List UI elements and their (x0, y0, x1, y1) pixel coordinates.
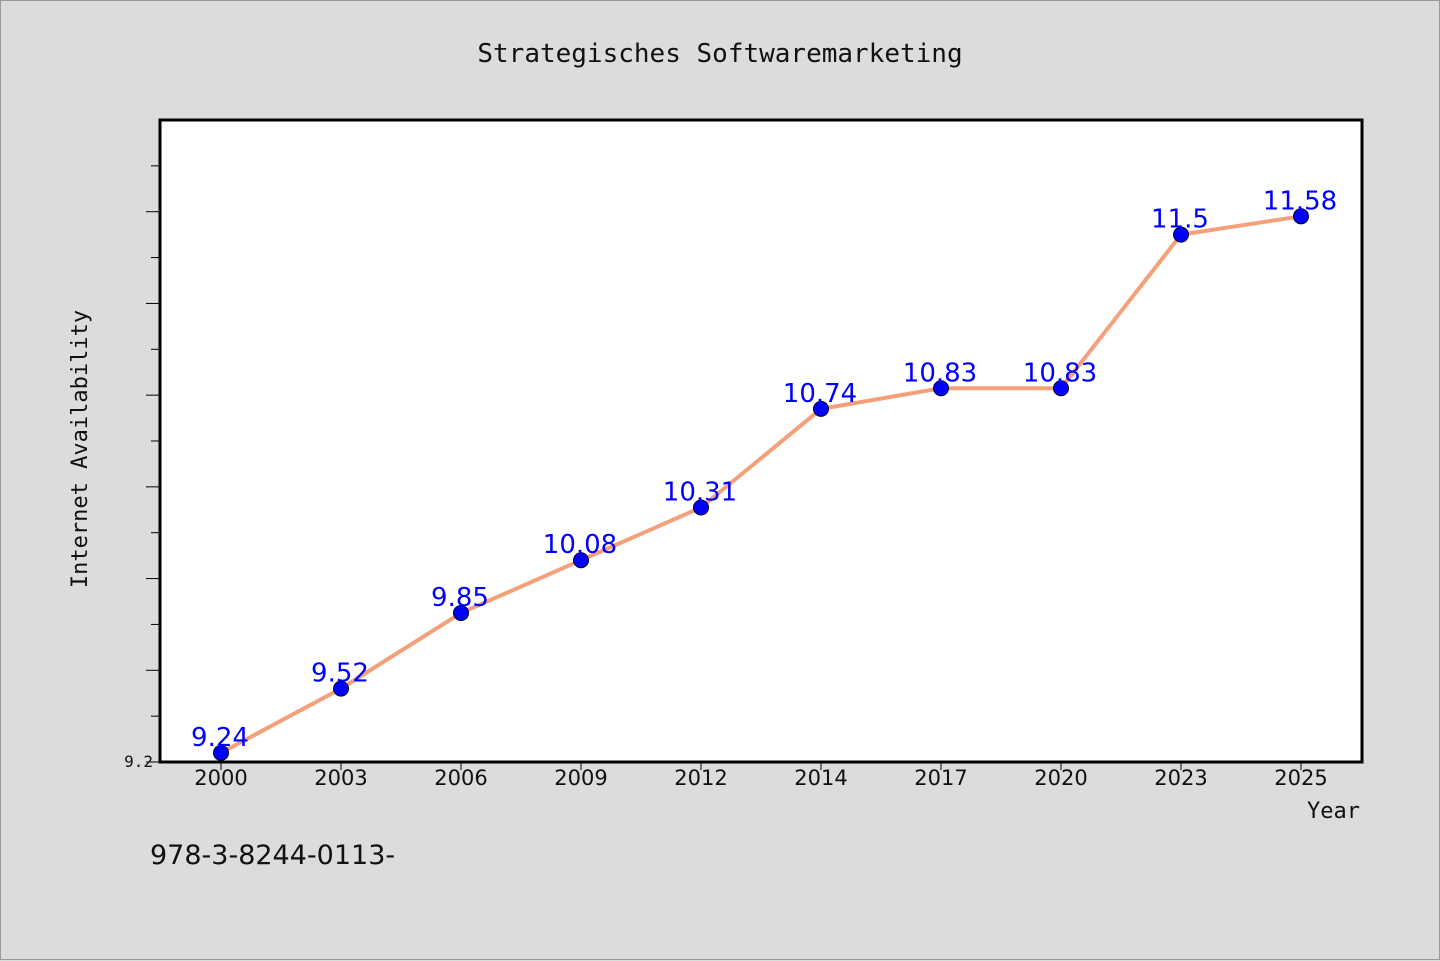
x-tick-label: 2014 (794, 766, 847, 790)
x-tick-label: 2009 (554, 766, 607, 790)
data-label: 10.83 (903, 358, 977, 388)
data-label: 11.58 (1263, 186, 1337, 216)
data-point (1053, 380, 1069, 397)
data-point (693, 499, 709, 516)
data-point (573, 552, 589, 569)
data-label: 9.24 (191, 723, 249, 753)
series-line (219, 214, 1303, 755)
series-line-group (219, 214, 1303, 755)
chart-title: Strategisches Softwaremarketing (477, 39, 962, 69)
y-axis-ticks (146, 165, 160, 763)
plot-area (158, 118, 1364, 764)
x-tick-label: 2003 (314, 766, 367, 790)
y-tick-label-min: 9.2 (124, 752, 153, 771)
data-point (333, 680, 349, 697)
data-label: 10.83 (1023, 358, 1097, 388)
x-tick-label: 2020 (1034, 766, 1087, 790)
x-axis-ticks: 2000 2003 2006 2009 2012 2014 2017 2020 2023 2025 (194, 762, 1328, 790)
y-axis-label: Internet Availability (68, 310, 93, 588)
data-label: 9.85 (431, 583, 489, 613)
x-axis-label: Year (1307, 799, 1360, 824)
x-tick-label: 2000 (194, 766, 247, 790)
data-label-group: 9.24 9.52 9.85 10.08 10.31 10.74 10.83 10.83 11.… (191, 186, 1337, 753)
data-label: 10.08 (543, 530, 617, 560)
data-label: 10.74 (783, 379, 857, 409)
x-tick-label: 2023 (1154, 766, 1207, 790)
data-point (933, 380, 949, 397)
data-point (453, 604, 469, 621)
x-tick-label: 2017 (914, 766, 967, 790)
data-label: 11.5 (1151, 205, 1209, 235)
data-point (1293, 208, 1309, 225)
x-tick-label: 2006 (434, 766, 487, 790)
x-tick-label: 2025 (1274, 766, 1327, 790)
data-markers (213, 208, 1309, 761)
data-point (813, 400, 829, 417)
data-point (213, 744, 229, 761)
x-tick-label: 2012 (674, 766, 727, 790)
data-point (1173, 226, 1189, 243)
footer-text: 978-3-8244-0113- (150, 840, 395, 871)
data-label: 10.31 (663, 477, 737, 507)
data-label: 9.52 (311, 659, 369, 689)
